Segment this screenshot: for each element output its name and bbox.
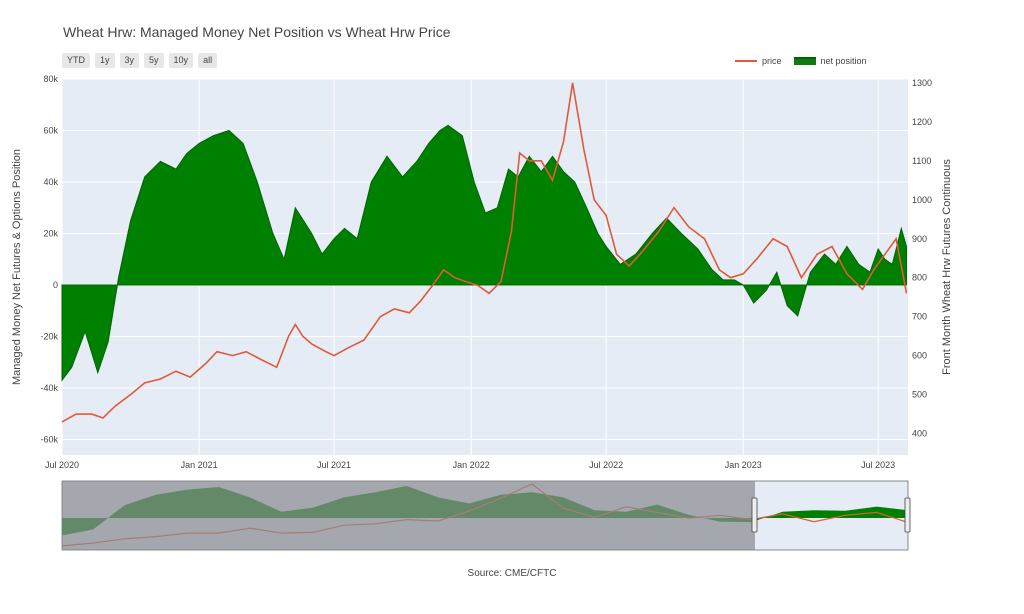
grid-lines [61, 78, 908, 455]
chart-legend: price net position [735, 56, 867, 66]
y-tick-label: 20k [43, 229, 58, 239]
range-slider-background [61, 480, 909, 551]
range-slider-price-line [61, 483, 909, 547]
legend-item-net-position[interactable]: net position [793, 56, 867, 66]
range-button-3y[interactable]: 3y [119, 53, 140, 68]
x-tick-label: Jan 2021 [181, 460, 218, 470]
range-button-5y[interactable]: 5y [144, 53, 164, 68]
legend-item-price[interactable]: price [735, 56, 782, 66]
y2-axis-title: Front Month Wheat Hrw Futures Continuous [941, 159, 953, 375]
y-tick-label: -40k [40, 383, 58, 393]
range-slider-right-handle[interactable] [904, 497, 911, 533]
net-position-area [61, 124, 907, 382]
x-tick-label: Jan 2023 [725, 460, 762, 470]
plot-area [62, 79, 908, 455]
source-note: Source: CME/CFTC [467, 568, 557, 579]
y-tick-label: -60k [40, 435, 58, 445]
y-axis-title: Managed Money Net Futures & Options Posi… [11, 149, 23, 385]
legend-label-net-position: net position [820, 56, 867, 66]
y2-tick-label: 500 [912, 390, 927, 400]
axis-tick-labels: Jul 2020 Jan 2021 Jul 2021 Jan 2022 Jul 2022… [40, 74, 932, 470]
range-slider-left-handle[interactable] [751, 497, 758, 533]
legend-swatch-price [735, 60, 757, 62]
y-tick-label: 40k [43, 177, 58, 187]
range-slider[interactable] [61, 480, 911, 551]
chart-title: Wheat Hrw: Managed Money Net Position vs… [63, 24, 451, 40]
y2-tick-label: 900 [912, 234, 927, 244]
range-button-ytd[interactable]: YTD [62, 53, 90, 68]
price-line [61, 82, 908, 423]
y-tick-label: 0 [53, 280, 58, 290]
y2-tick-label: 1000 [912, 195, 932, 205]
y-tick-label: -20k [40, 332, 58, 342]
y2-tick-label: 400 [912, 429, 927, 439]
x-tick-label: Jan 2022 [453, 460, 490, 470]
x-tick-label: Jul 2023 [861, 460, 895, 470]
range-slider-net-position-area [62, 486, 908, 536]
range-button-10y[interactable]: 10y [168, 53, 194, 68]
price-line-layer [61, 82, 908, 423]
y2-tick-label: 1100 [912, 156, 931, 166]
y2-tick-label: 700 [912, 312, 927, 322]
range-slider-mask [62, 481, 755, 550]
range-button-all[interactable]: all [198, 53, 218, 68]
legend-label-price: price [762, 56, 782, 66]
x-tick-label: Jul 2020 [45, 460, 79, 470]
y2-tick-label: 800 [912, 273, 927, 283]
y-tick-label: 60k [43, 126, 58, 136]
net-position-area-layer [61, 124, 907, 382]
range-button-1y[interactable]: 1y [95, 53, 115, 68]
y2-tick-label: 1300 [912, 78, 932, 88]
y-tick-label: 80k [43, 74, 58, 84]
y2-tick-label: 1200 [912, 117, 932, 127]
x-tick-label: Jul 2021 [317, 460, 351, 470]
legend-swatch-net-position [793, 57, 816, 65]
y2-tick-label: 600 [912, 351, 927, 361]
x-tick-label: Jul 2022 [589, 460, 623, 470]
range-selector: YTD 1y 3y 5y 10y all [62, 53, 218, 68]
